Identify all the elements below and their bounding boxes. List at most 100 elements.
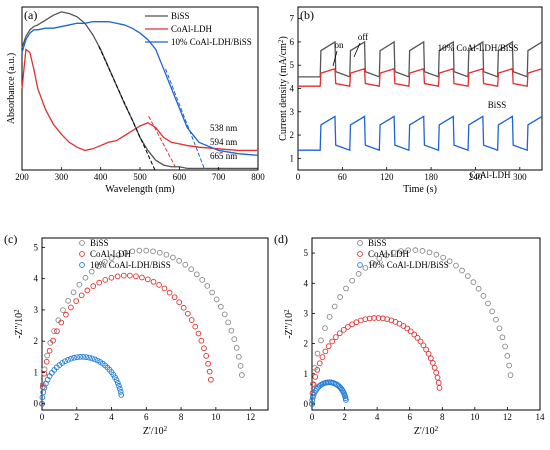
panel-c-series-0-point	[51, 328, 57, 334]
panel-c-series-2-point	[116, 382, 122, 389]
panel-d-ytick-label: 2	[304, 339, 309, 349]
panel-c-series-1-point	[96, 279, 103, 286]
panel-a-annotation: 594 nm	[210, 137, 237, 147]
panel-c-series-0-point	[143, 247, 150, 254]
panel-d-series-2-point	[314, 385, 320, 392]
panel-c-series-1-point	[203, 353, 210, 359]
panel-d-series-1-point	[310, 381, 317, 388]
panel-d-series-0-point	[412, 247, 419, 253]
panel-b-ytick-label: 6	[290, 37, 295, 47]
panel-a-tangent-blue	[165, 68, 206, 171]
panel-d-series-1-point	[425, 350, 432, 357]
panel-c-legend-marker	[79, 240, 85, 246]
panel-c-series-0-point	[209, 289, 215, 296]
panel-c-ytick-label: 1	[34, 367, 39, 377]
panel-d-series-2-point	[309, 397, 316, 404]
panel-c-ytick-label: 4	[34, 274, 39, 284]
panel-d-series-0-point	[331, 303, 338, 310]
panel-d-series-1-point	[312, 374, 319, 380]
panel-c-label: (c)	[4, 232, 17, 246]
panel-d-series-0-point	[440, 254, 446, 261]
panel-d-xtick-label: 12	[503, 412, 512, 422]
panel-b-ylabel: Current density (mA/cm2)	[277, 36, 289, 141]
panel-d-xtick-label: 14	[536, 412, 546, 422]
panel-d-series-0-point	[504, 353, 511, 359]
panel-d-series-0-point	[390, 249, 397, 256]
panel-d-series-0-point	[459, 267, 465, 274]
panel-c-series-0-point	[239, 372, 245, 378]
panel-d-series-1-point	[423, 346, 429, 353]
panel-c-series-0-point	[88, 268, 95, 275]
panel-c-series-0-point	[237, 363, 244, 369]
panel-c-series-0-point	[182, 261, 189, 268]
panel-b-xtick-label: 0	[296, 172, 301, 182]
panel-d-series-2-point	[343, 397, 349, 403]
panel-d-series-0-point	[453, 262, 459, 269]
panel-a-legend-label: 10% CoAl-LDH/BiSS	[171, 37, 252, 47]
panel-c-series-0-point	[115, 252, 122, 258]
panel-d-series-0-point	[502, 343, 508, 350]
panel-c-series-0-point	[199, 277, 206, 283]
panel-d-series-1-point	[436, 385, 443, 391]
panel-b-xtick-label: 240	[469, 172, 483, 182]
panel-a-legend-label: CoAl-LDH	[171, 24, 212, 34]
panel-d-series-0-point	[480, 293, 487, 299]
panel-c-series-0-point	[122, 249, 129, 256]
panel-c-series-0-point	[136, 247, 143, 254]
panel-c-xtick-label: 4	[109, 412, 114, 422]
panel-c-series-1-point	[58, 319, 65, 326]
panel-d-series-0-point	[489, 308, 496, 315]
panel-d-series-0-point	[383, 252, 390, 259]
panel-c-series-0-point	[235, 353, 242, 360]
panel-c-series-1-point	[46, 347, 53, 354]
panel-b-xlabel: Time (s)	[403, 184, 437, 195]
panel-b-series-0-line	[298, 40, 543, 78]
panel-a-tangent-black	[98, 45, 156, 171]
panel-a-xtick-label: 400	[94, 172, 108, 182]
panel-c-series-0-point	[170, 254, 176, 261]
panel-d-ytick-label: 1	[304, 369, 309, 379]
panel-d-legend-label: BiSS	[368, 238, 387, 248]
panel-c-series-1-point	[188, 317, 195, 323]
panel-b-series-label: BiSS	[488, 100, 507, 110]
panel-d-series-0-point	[506, 362, 512, 369]
panel-c-series-2-point	[68, 355, 74, 362]
panel-c-series-2-point	[113, 377, 120, 383]
panel-c-series-1-point	[144, 276, 151, 283]
panel-c-legend-label: BiSS	[90, 238, 109, 248]
panel-b-frame	[297, 6, 543, 171]
panel-c-xtick-label: 12	[246, 412, 255, 422]
panel-a-tangent-red	[148, 115, 178, 171]
panel-d-legend-marker	[357, 251, 363, 257]
panel-c-series-1-point	[166, 289, 173, 296]
panel-c-series-0-point	[65, 297, 71, 304]
panel-d-xtick-label: 0	[310, 412, 315, 422]
panel-a-annotation: 665 nm	[210, 151, 237, 161]
panel-c-series-1-point	[68, 304, 74, 311]
panel-a-series-2-line	[21, 21, 259, 156]
panel-d-series-1-point	[427, 355, 434, 362]
panel-d-series-0-point	[369, 259, 376, 266]
panel-c-series-1-point	[127, 272, 133, 279]
panel-c-series-1-point	[198, 337, 205, 344]
panel-d-frame	[311, 237, 541, 411]
panel-d-series-1-point	[345, 323, 351, 330]
panel-b-ytick-label: 5	[290, 60, 295, 70]
panel-d-series-0-point	[470, 279, 477, 285]
panel-d-series-1-point	[340, 326, 347, 333]
panel-c-xtick-label: 2	[75, 412, 80, 422]
panel-a-annotation: 538 nm	[210, 123, 237, 133]
panel-c-series-0-point	[193, 271, 200, 278]
panel-c-series-0-point	[221, 311, 228, 318]
panel-a-xtick-label: 600	[173, 172, 187, 182]
panel-d-series-1-point	[417, 338, 424, 345]
panel-d-ytick-label: 4	[304, 278, 309, 288]
panel-a-label: (a)	[24, 8, 37, 22]
panel-a-series-1-line	[21, 48, 258, 152]
panel-c-series-0-point	[95, 263, 102, 270]
panel-c-series-0-point	[129, 248, 136, 255]
panel-d-series-1-point	[336, 330, 343, 337]
panel-c-series-0-point	[39, 381, 46, 388]
panel-d-legend-marker	[357, 240, 363, 246]
panel-c-series-0-point	[213, 296, 220, 303]
